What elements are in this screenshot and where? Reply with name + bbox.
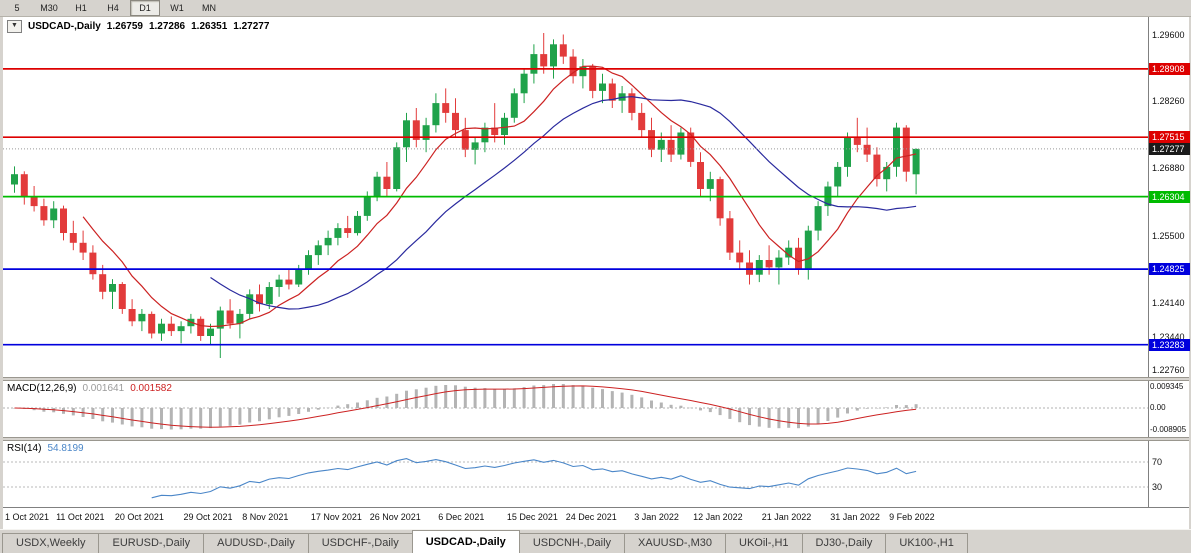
open-value: 1.26759 (106, 21, 143, 32)
price-badge-resistance: 1.27515 (1149, 131, 1190, 144)
price-badge-support: 1.24825 (1149, 263, 1190, 276)
rsi-line (151, 458, 917, 499)
period-button-h1[interactable]: H1 (66, 0, 96, 16)
macd-pane[interactable]: MACD(12,26,9) 0.001641 0.001582 (3, 381, 1148, 437)
tab-eurusd-daily[interactable]: EURUSD-,Daily (98, 533, 205, 553)
chart-dropdown-button[interactable]: ▼ (7, 20, 22, 33)
period-button-h4[interactable]: H4 (98, 0, 128, 16)
date-label: 15 Dec 2021 (506, 512, 558, 522)
price-tick: 1.24140 (1152, 297, 1185, 308)
tab-dj30-daily[interactable]: DJ30-,Daily (801, 533, 887, 553)
price-badge-resistance: 1.28908 (1149, 62, 1190, 75)
timeframe-toolbar: 5 M30 H1 H4 D1 W1 MN (0, 0, 1191, 17)
date-label: 31 Jan 2022 (830, 512, 880, 522)
date-label: 3 Jan 2022 (634, 512, 679, 522)
date-label: 21 Jan 2022 (761, 512, 812, 522)
date-label: 24 Dec 2021 (565, 512, 617, 522)
tab-ukoil-h1[interactable]: UKOil-,H1 (725, 533, 803, 553)
price-tick: 1.22760 (1152, 365, 1185, 376)
price-pane[interactable]: ▼ USDCAD-,Daily 1.26759 1.27286 1.26351 … (3, 17, 1148, 377)
price-badge-current: 1.27277 (1149, 142, 1190, 155)
high-value: 1.27286 (148, 21, 186, 32)
rsi-tick-70: 70 (1152, 457, 1163, 467)
date-label: 9 Feb 2022 (889, 512, 935, 522)
date-label: 1 Oct 2021 (5, 512, 50, 522)
symbol-timeframe-label: USDCAD-,Daily (28, 21, 101, 32)
ma-fast-line (82, 65, 917, 328)
rsi-pane[interactable]: RSI(14) 54.8199 (3, 441, 1148, 507)
tab-usdcnh-daily[interactable]: USDCNH-,Daily (518, 533, 626, 553)
time-axis[interactable]: 1 Oct 2021 11 Oct 2021 20 Oct 2021 29 Oct 2… (3, 507, 1189, 529)
macd-tick-zero: 0.00 (1150, 403, 1166, 412)
macd-signal-line (14, 385, 917, 428)
period-button-m30[interactable]: M30 (34, 0, 64, 16)
rsi-value: 54.8199 (47, 443, 84, 454)
macd-chart (3, 384, 1148, 430)
macd-signal-value: 0.001582 (130, 383, 172, 394)
date-label: 12 Jan 2022 (693, 512, 743, 522)
chart-tabs-bar: USDX,Weekly EURUSD-,Daily AUDUSD-,Daily USD… (0, 529, 1191, 553)
close-value: 1.27277 (233, 21, 270, 32)
period-button-mn[interactable]: MN (194, 0, 224, 16)
period-button-d1[interactable]: D1 (130, 0, 160, 16)
tab-usdchf-daily[interactable]: USDCHF-,Daily (307, 533, 413, 553)
chart-ohlc-header: ▼ USDCAD-,Daily 1.26759 1.27286 1.26351 … (7, 20, 269, 33)
pane-divider[interactable] (3, 377, 1189, 381)
period-button-w1[interactable]: W1 (162, 0, 192, 16)
tab-audusd-daily[interactable]: AUDUSD-,Daily (203, 533, 309, 553)
low-value: 1.26351 (191, 21, 228, 32)
tab-usdcad-daily[interactable]: USDCAD-,Daily (411, 530, 520, 553)
macd-header: MACD(12,26,9) 0.001641 0.001582 (7, 383, 172, 394)
tab-usdx-weekly[interactable]: USDX,Weekly (2, 533, 100, 553)
date-label: 29 Oct 2021 (183, 512, 233, 522)
macd-tick-bottom: -0.008905 (1150, 425, 1187, 434)
macd-tick-top: 0.009345 (1150, 382, 1184, 391)
macd-main-value: 0.001641 (82, 383, 125, 394)
price-badge-support: 1.26304 (1149, 190, 1190, 203)
rsi-label: RSI(14) (7, 443, 42, 454)
pane-divider[interactable] (3, 437, 1189, 441)
tab-uk100-h1[interactable]: UK100-,H1 (885, 533, 968, 553)
date-label: 17 Nov 2021 (310, 512, 362, 522)
price-tick: 1.25500 (1152, 230, 1185, 241)
date-label: 11 Oct 2021 (56, 512, 105, 522)
date-label: 26 Nov 2021 (369, 512, 421, 522)
chart-window[interactable]: ▼ USDCAD-,Daily 1.26759 1.27286 1.26351 … (3, 17, 1190, 507)
date-label: 6 Dec 2021 (438, 512, 485, 522)
price-tick: 1.28260 (1152, 95, 1185, 106)
price-badge-support: 1.23283 (1149, 338, 1190, 351)
date-label: 8 Nov 2021 (242, 512, 289, 522)
candles-layer (11, 33, 920, 358)
rsi-tick-30: 30 (1152, 482, 1163, 492)
price-tick: 1.23440 (1152, 331, 1185, 342)
price-axis[interactable]: 1.29600 1.28260 1.26880 1.25500 1.24140 1.234… (1148, 17, 1190, 507)
price-tick: 1.26880 (1152, 163, 1185, 174)
price-tick: 1.29600 (1152, 30, 1185, 40)
candlestick-chart (3, 33, 1148, 358)
period-button-5[interactable]: 5 (2, 0, 32, 16)
ma-slow-line (210, 96, 917, 310)
rsi-header: RSI(14) 54.8199 (7, 443, 84, 454)
date-label: 20 Oct 2021 (114, 512, 164, 522)
macd-label: MACD(12,26,9) (7, 383, 77, 394)
rsi-chart (3, 458, 1148, 499)
tab-xauusd-m30[interactable]: XAUUSD-,M30 (624, 533, 727, 553)
